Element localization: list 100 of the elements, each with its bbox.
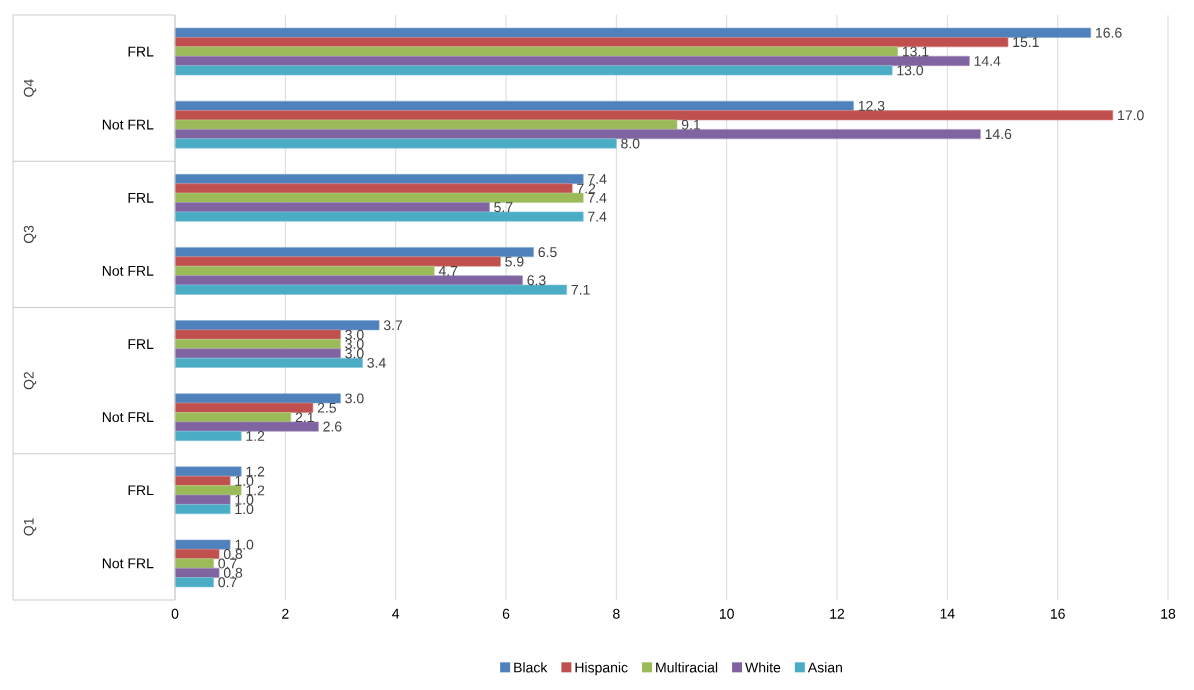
bar [174, 129, 981, 140]
bar [174, 504, 231, 515]
data-label: 2.1 [295, 412, 314, 423]
bar [174, 119, 678, 130]
bar [174, 100, 854, 111]
data-label: 1.0 [235, 494, 254, 505]
x-tick-label: 12 [830, 608, 845, 619]
text: Q3 [23, 225, 37, 244]
legend-label: Multiracial [656, 662, 718, 673]
bar [174, 393, 341, 404]
bar [174, 485, 242, 496]
data-label: 2.6 [323, 421, 342, 432]
bar [174, 577, 214, 588]
data-label: 5.9 [505, 256, 524, 267]
bar [174, 284, 567, 295]
data-label: 1.0 [235, 475, 254, 486]
data-label: 1.0 [235, 504, 254, 515]
x-tick-label: 14 [940, 608, 955, 619]
data-label: 0.8 [223, 549, 243, 559]
y-tick-label: FRL [128, 46, 154, 57]
y-tick-label: FRL [128, 339, 154, 349]
data-label: 3.4 [367, 357, 386, 368]
bar [174, 421, 319, 432]
data-label: 3.0 [345, 348, 364, 359]
data-label: 17.0 [1118, 110, 1144, 121]
data-label: 3.0 [345, 329, 364, 340]
bar [174, 174, 584, 185]
bar [174, 275, 523, 286]
x-tick-label: 4 [392, 608, 400, 619]
data-label: 4.7 [438, 266, 458, 276]
data-label: 0.7 [218, 558, 237, 569]
bar [174, 567, 220, 578]
bar [174, 37, 1009, 48]
text: Q2 [23, 371, 37, 390]
data-label: 12.3 [858, 100, 885, 111]
bar [174, 539, 231, 550]
data-label: 13.0 [897, 65, 924, 76]
data-label: 7.4 [588, 211, 607, 222]
bar [174, 247, 534, 258]
legend-label: Black [514, 662, 548, 673]
data-label: 14.4 [974, 56, 1001, 66]
x-tick-label: 6 [502, 608, 510, 619]
data-label: 7.1 [571, 284, 590, 295]
text: Q4 [23, 79, 37, 97]
bar [174, 357, 363, 368]
data-label: 14.6 [985, 129, 1012, 140]
data-label: 8.0 [621, 138, 640, 149]
data-label: 1.2 [246, 466, 265, 477]
y-tick-label: Not FRL [102, 558, 154, 569]
legend-label: Hispanic [575, 662, 628, 676]
y-tick-label: Not FRL [102, 119, 154, 130]
x-tick-label: 18 [1161, 608, 1176, 619]
data-label: 15.1 [1013, 37, 1039, 48]
data-label: 6.3 [527, 275, 546, 286]
data-label: 7.4 [588, 174, 607, 184]
bar [174, 348, 341, 359]
bar [174, 256, 501, 267]
data-label: 0.8 [223, 567, 243, 578]
y-tick-label: Not FRL [102, 266, 154, 276]
data-label: 1.0 [235, 539, 254, 550]
bar [174, 265, 435, 276]
bar [174, 65, 893, 76]
x-tick-label: 16 [1050, 608, 1065, 619]
data-label: 13.1 [902, 46, 929, 57]
bar [174, 55, 970, 66]
bar [174, 494, 231, 505]
bar [174, 27, 1092, 38]
data-label: 0.7 [218, 577, 237, 588]
bar [174, 138, 617, 149]
y-tick-label: Not FRL [102, 412, 154, 423]
bar [174, 466, 242, 477]
bar [174, 320, 380, 331]
data-label: 2.5 [317, 402, 336, 413]
bar [174, 46, 898, 57]
bar [174, 549, 220, 560]
data-label: 1.2 [246, 431, 265, 441]
bar [174, 430, 242, 441]
x-tick-label: 10 [719, 608, 734, 619]
data-label: 6.5 [538, 247, 557, 258]
data-label: 9.1 [681, 119, 700, 130]
data-label: 3.0 [345, 393, 364, 404]
data-label: 7.2 [577, 183, 596, 194]
text: Q1 [23, 518, 37, 536]
x-tick-label: 0 [171, 608, 179, 619]
y-tick-label: FRL [128, 485, 154, 496]
legend-label: White [745, 662, 781, 673]
data-label: 16.6 [1096, 27, 1122, 38]
x-tick-label: 2 [282, 608, 289, 619]
data-label: 3.7 [383, 320, 403, 331]
bar [174, 110, 1114, 121]
bar [174, 211, 584, 222]
data-label: 7.4 [588, 193, 607, 203]
bar [174, 329, 341, 340]
bar [174, 192, 584, 203]
x-tick-label: 8 [613, 608, 620, 619]
legend-label: Asian [807, 662, 842, 673]
y-tick-label: FRL [128, 193, 154, 203]
bar [174, 412, 292, 423]
bar [174, 183, 573, 194]
bar [174, 402, 314, 413]
